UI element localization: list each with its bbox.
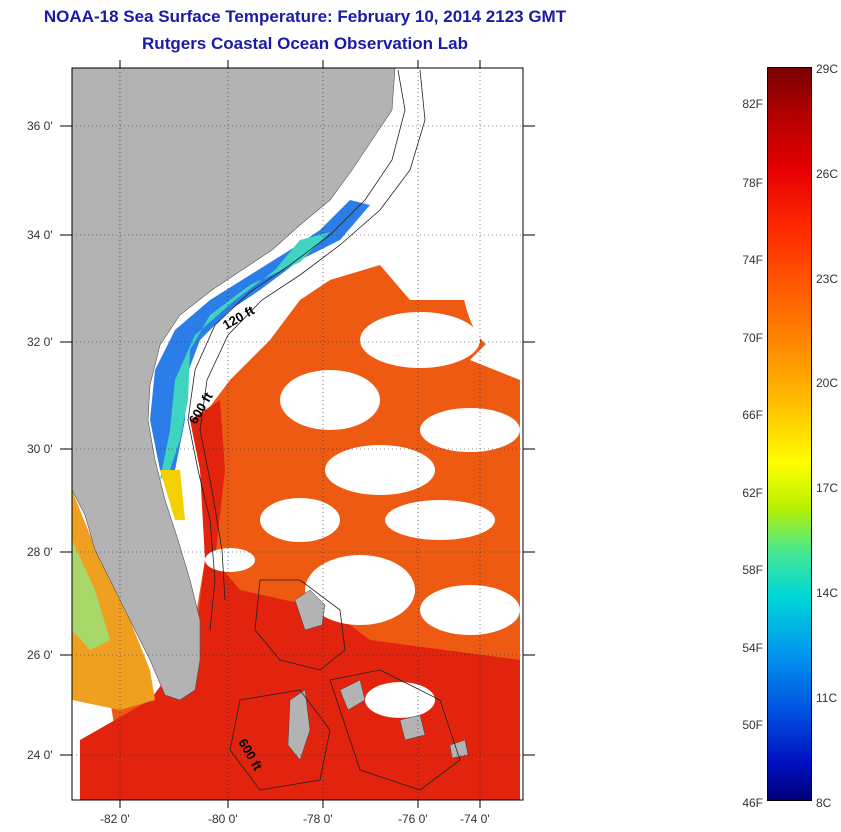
colorbar-c-label: 17C <box>816 481 839 495</box>
colorbar-f-label: 78F <box>742 176 763 190</box>
land-mass <box>72 68 396 701</box>
colorbar-f-label: 66F <box>742 408 763 422</box>
sst-yellow-band <box>160 470 185 520</box>
axis-ticks <box>60 60 535 808</box>
colorbar-c-label: 23C <box>816 272 839 286</box>
colorbar-f-label: 74F <box>742 253 763 267</box>
lon-label: -82 0' <box>100 812 130 826</box>
lat-label: 24 0' <box>27 748 53 762</box>
colorbar-f-label: 46F <box>742 796 763 810</box>
lon-label: -74 0' <box>460 812 490 826</box>
cloud-patches <box>205 170 523 718</box>
map-subtitle: Rutgers Coastal Ocean Observation Lab <box>142 34 468 53</box>
bahamas-islands <box>287 589 469 761</box>
colorbar-f-label: 50F <box>742 718 763 732</box>
colorbar-c-label: 14C <box>816 586 839 600</box>
colorbar-f-label: 62F <box>742 486 763 500</box>
lat-label: 30 0' <box>27 442 53 456</box>
lon-label: -80 0' <box>208 812 238 826</box>
lat-label: 26 0' <box>27 648 53 662</box>
lat-label: 28 0' <box>27 545 53 559</box>
map-title: NOAA-18 Sea Surface Temperature: Februar… <box>43 7 567 26</box>
lat-label: 34 0' <box>27 228 53 242</box>
depth-contours <box>187 69 461 791</box>
colorbar-f-label: 58F <box>742 563 763 577</box>
colorbar-f-label: 70F <box>742 331 763 345</box>
lon-label: -76 0' <box>398 812 428 826</box>
lat-label: 32 0' <box>27 335 53 349</box>
colorbar-f-label: 82F <box>742 97 763 111</box>
lon-label: -78 0' <box>303 812 333 826</box>
temperature-colorbar <box>767 67 812 801</box>
colorbar-f-label: 54F <box>742 641 763 655</box>
map-frame <box>71 67 524 801</box>
colorbar-c-label: 8C <box>816 796 832 810</box>
colorbar-c-label: 11C <box>816 691 838 705</box>
colorbar-c-label: 26C <box>816 167 839 181</box>
colorbar-c-label: 29C <box>816 62 839 76</box>
sst-gulf-cool <box>72 540 110 650</box>
lat-label: 36 0' <box>27 119 53 133</box>
colorbar-c-label: 20C <box>816 376 839 390</box>
